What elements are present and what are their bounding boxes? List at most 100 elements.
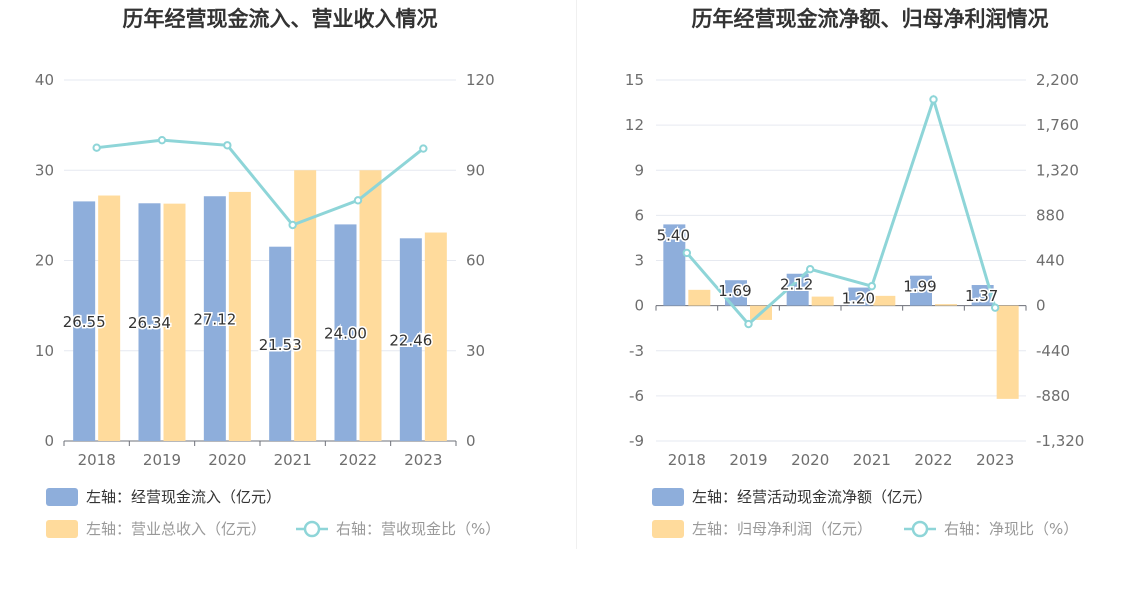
y-right-tick-label: 1,760 <box>1036 116 1079 134</box>
bar-series-1 <box>786 273 809 306</box>
legend-swatch <box>46 520 78 538</box>
bar-data-label: 24.00 <box>324 325 367 343</box>
legend-label: 左轴：营业总收入（亿元） <box>86 520 266 538</box>
y-right-tick-label: 120 <box>466 71 495 89</box>
y-left-tick-label: -3 <box>629 342 644 360</box>
bar-series-1 <box>971 285 994 306</box>
line-series <box>96 138 425 227</box>
line-point <box>353 196 363 205</box>
line-point <box>157 135 167 145</box>
line-point <box>744 319 753 329</box>
x-tick-label: 2021 <box>274 451 312 469</box>
y-right-tick-label: -1,320 <box>1036 432 1084 450</box>
line-point <box>805 265 815 274</box>
bar-series-1 <box>203 196 226 441</box>
x-tick-label: 2023 <box>976 451 1014 469</box>
x-tick-label: 2018 <box>78 451 116 469</box>
bar-series-1 <box>334 224 357 441</box>
panel-divider <box>576 0 577 549</box>
y-right-tick-label: 440 <box>1036 252 1065 270</box>
y-right-tick-label: 60 <box>466 252 485 270</box>
line-point <box>92 143 101 152</box>
line-point <box>867 281 877 291</box>
y-right-tick-label: 1,320 <box>1036 161 1079 179</box>
x-tick-label: 2021 <box>853 451 891 469</box>
line-point <box>990 303 1000 312</box>
y-left-tick-label: 6 <box>634 206 644 224</box>
bar-data-label: 1.37 <box>965 287 998 305</box>
legend-swatch <box>46 488 78 506</box>
bar-data-label: 1.99 <box>903 278 936 296</box>
y-left-tick-label: 20 <box>35 252 54 270</box>
legend-marker-icon <box>303 520 321 538</box>
right-chart: 历年经营现金流净额、归母净利润情况 -9 -6 -3 0 3 6 9 12 15 -1,320 -88… <box>625 7 1084 538</box>
bar-series-2 <box>294 170 317 441</box>
right-chart-panel: 历年经营现金流净额、归母净利润情况 -9 -6 -3 0 3 6 9 12 15 -1,320 -88… <box>574 0 1148 589</box>
legend-marker-icon <box>911 520 929 538</box>
bar-data-label: 1.20 <box>842 290 875 308</box>
line-series <box>685 94 997 327</box>
y-right-tick-label: -880 <box>1036 387 1070 405</box>
bar-series-1 <box>399 238 422 441</box>
bar-series-1 <box>725 280 747 306</box>
x-tick-label: 2020 <box>791 451 829 469</box>
chart-title: 历年经营现金流净额、归母净利润情况 <box>692 7 1049 31</box>
line-point <box>288 220 297 230</box>
x-tick-label: 2019 <box>143 451 181 469</box>
bar-series-2 <box>811 296 834 306</box>
bar-series-2 <box>688 289 711 306</box>
bar-data-label: 5.40 <box>657 226 690 244</box>
y-left-tick-label: 9 <box>634 161 644 179</box>
y-right-tick-label: 90 <box>466 161 485 179</box>
bar-series-2 <box>996 305 1019 399</box>
bar-data-label: 27.12 <box>193 311 236 329</box>
y-right-tick-label: 30 <box>466 342 485 360</box>
line-point <box>682 248 692 258</box>
bar-data-label: 22.46 <box>389 332 432 350</box>
bar-data-label: 26.55 <box>63 313 106 331</box>
x-tick-label: 2018 <box>668 451 706 469</box>
x-tick-label: 2022 <box>914 451 952 469</box>
x-tick-label: 2020 <box>208 451 246 469</box>
y-right-tick-label: 880 <box>1036 206 1065 224</box>
left-chart: 历年经营现金流入、营业收入情况 0 10 20 30 40 0 30 60 90 120 2018 20… <box>35 7 500 538</box>
x-tick-label: 2022 <box>339 451 377 469</box>
y-right-tick-label: -440 <box>1036 342 1070 360</box>
bar-data-label: 21.53 <box>259 336 302 354</box>
legend-label: 左轴：归母净利润（亿元） <box>692 520 872 538</box>
y-right-tick-label: 2,200 <box>1036 71 1079 89</box>
bar-series-2 <box>359 170 382 441</box>
line-point <box>419 144 428 153</box>
bar-data-label: 1.69 <box>718 282 751 300</box>
bar-series-1 <box>73 201 96 441</box>
bar-series-2 <box>424 232 447 441</box>
chart-title: 历年经营现金流入、营业收入情况 <box>123 7 438 31</box>
y-left-tick-label: 40 <box>35 71 54 89</box>
y-left-tick-label: 0 <box>634 297 644 315</box>
y-left-tick-label: 3 <box>634 252 644 270</box>
y-left-tick-label: 10 <box>35 342 54 360</box>
y-right-tick-label: 0 <box>466 432 476 450</box>
x-tick-label: 2023 <box>404 451 442 469</box>
line-point <box>929 95 938 104</box>
y-left-tick-label: -9 <box>629 432 644 450</box>
bar-series-2 <box>163 203 186 441</box>
legend-label: 左轴：经营活动现金流净额（亿元） <box>692 488 932 506</box>
bar-series-1 <box>269 246 292 441</box>
bar-series-1 <box>848 287 871 306</box>
bar-series-1 <box>663 224 686 306</box>
bar-series-1 <box>138 203 161 441</box>
bar-series-2 <box>228 191 251 441</box>
y-left-tick-label: 0 <box>44 432 54 450</box>
legend-swatch <box>652 488 684 506</box>
bar-data-label: 2.12 <box>780 276 813 294</box>
legend-swatch <box>652 520 684 538</box>
bar-series-2 <box>873 295 896 306</box>
x-tick-label: 2019 <box>729 451 767 469</box>
bar-data-label: 26.34 <box>128 314 171 332</box>
y-left-tick-label: 15 <box>625 71 644 89</box>
bar-series-2 <box>935 304 957 306</box>
left-chart-panel: 历年经营现金流入、营业收入情况 0 10 20 30 40 0 30 60 90 120 2018 20… <box>35 7 500 538</box>
y-left-tick-label: 12 <box>625 116 644 134</box>
legend-label: 左轴：经营现金流入（亿元） <box>86 488 281 506</box>
